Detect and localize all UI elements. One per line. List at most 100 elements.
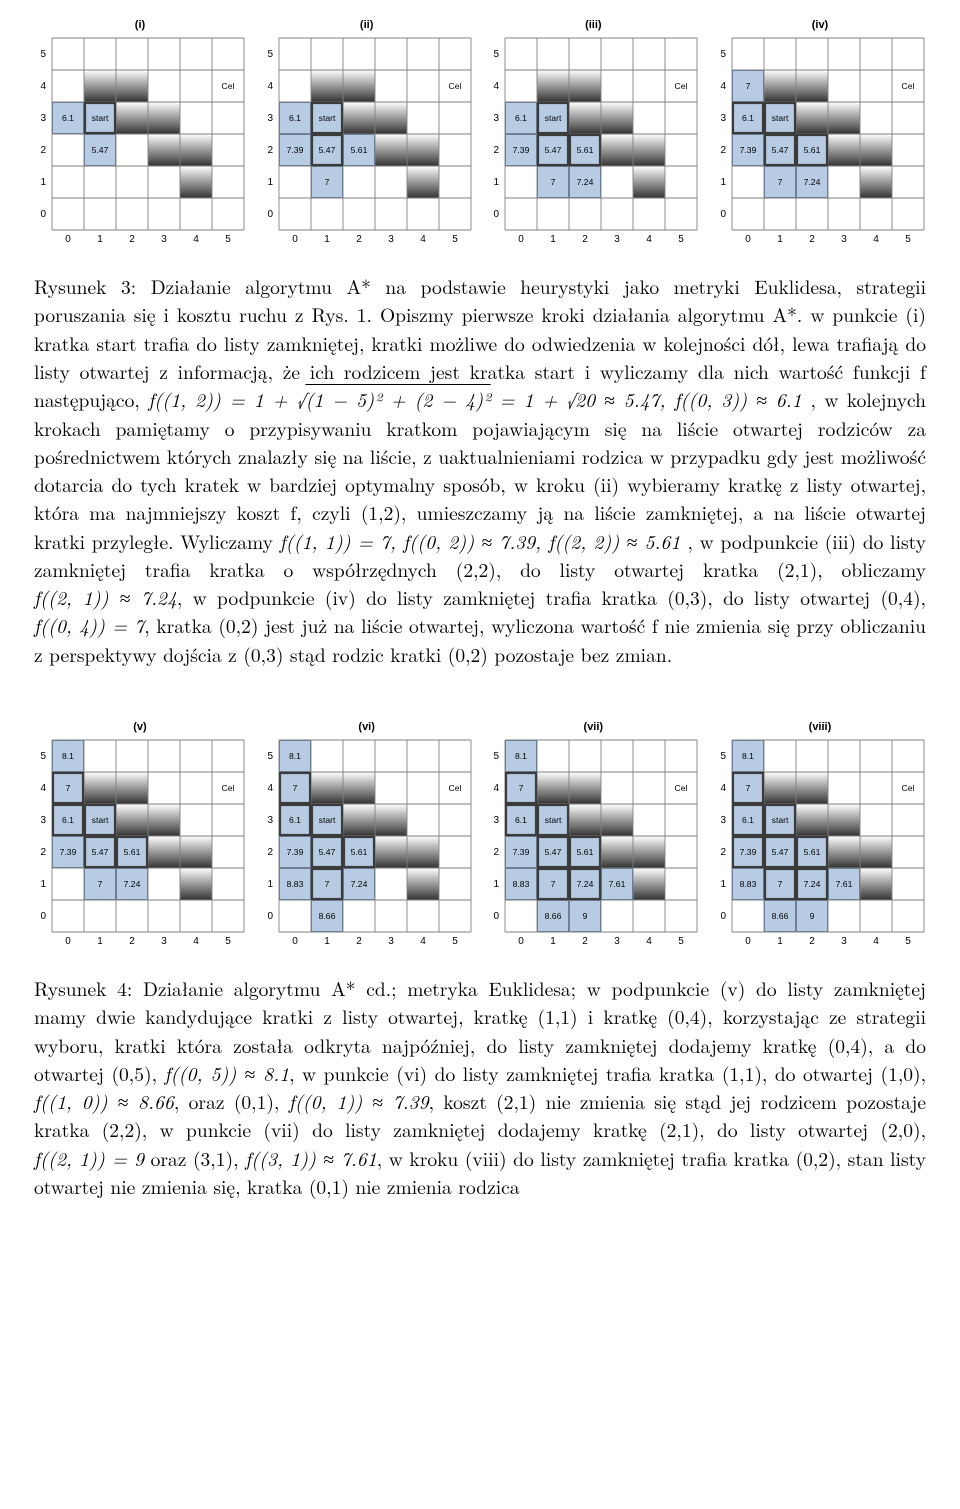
svg-text:3: 3 (267, 113, 273, 124)
svg-text:6.1: 6.1 (62, 815, 74, 825)
svg-text:start: start (318, 113, 335, 123)
svg-text:4: 4 (267, 783, 273, 794)
svg-text:8.66: 8.66 (545, 911, 562, 921)
svg-text:4: 4 (873, 234, 879, 244)
svg-text:3: 3 (40, 815, 46, 826)
panel-title: (ii) (360, 18, 373, 34)
svg-text:4: 4 (193, 936, 199, 946)
svg-text:2: 2 (494, 145, 500, 156)
panel-title: (viii) (809, 720, 832, 736)
math: f((0, 5)) ≈ 8.1 (165, 1059, 290, 1087)
panel-title: (vii) (584, 720, 604, 736)
svg-text:start: start (545, 113, 562, 123)
svg-text:7.39: 7.39 (513, 847, 530, 857)
svg-text:0: 0 (40, 911, 46, 922)
math: f((3, 1)) ≈ 7.61 (245, 1144, 377, 1172)
svg-text:3: 3 (161, 936, 167, 946)
math: f((0, 1)) ≈ 7.39 (289, 1087, 429, 1115)
svg-text:2: 2 (583, 936, 589, 946)
math: f((1, 2)) = 1 + √(1 − 5)² + (2 − 4)² = 1… (148, 385, 810, 413)
svg-text:7: 7 (66, 783, 71, 793)
math: f((1, 1)) = 7, f((0, 2)) ≈ 7.39, f((2, 2… (280, 527, 688, 555)
svg-text:3: 3 (40, 113, 46, 124)
grid-panel: (vi) Cel8.17.397.248.838.66start6.15.475… (261, 720, 473, 952)
svg-text:1: 1 (777, 936, 783, 946)
grid-panel: (viii) Cel8.18.838.667.619start6.15.475.… (714, 720, 926, 952)
svg-text:0: 0 (65, 234, 71, 244)
svg-text:1: 1 (720, 879, 726, 890)
svg-text:5.61: 5.61 (350, 847, 367, 857)
svg-text:7: 7 (746, 783, 751, 793)
svg-text:4: 4 (420, 936, 426, 946)
svg-text:7.39: 7.39 (740, 847, 757, 857)
svg-text:5.47: 5.47 (545, 847, 562, 857)
text: , oraz (0,1), (174, 1087, 289, 1115)
svg-text:0: 0 (292, 234, 298, 244)
svg-text:3: 3 (494, 815, 500, 826)
svg-text:7.24: 7.24 (577, 177, 594, 187)
svg-text:3: 3 (615, 234, 621, 244)
panel-svg: Cel6.17.3977.24start5.475.61012345012345 (487, 36, 699, 250)
svg-text:0: 0 (494, 911, 500, 922)
svg-text:2: 2 (809, 936, 815, 946)
svg-text:4: 4 (720, 81, 726, 92)
svg-text:Cel: Cel (222, 81, 235, 91)
svg-text:4: 4 (873, 936, 879, 946)
svg-text:7: 7 (778, 879, 783, 889)
svg-text:1: 1 (97, 936, 103, 946)
svg-text:5: 5 (40, 751, 46, 762)
svg-text:1: 1 (97, 234, 103, 244)
svg-text:4: 4 (40, 81, 46, 92)
svg-text:2: 2 (267, 145, 273, 156)
svg-text:4: 4 (193, 234, 199, 244)
math: f((1, 0)) ≈ 8.66 (34, 1087, 174, 1115)
svg-text:7.24: 7.24 (124, 879, 141, 889)
svg-text:5: 5 (679, 234, 685, 244)
panel-title: (v) (133, 720, 146, 736)
svg-text:7.24: 7.24 (350, 879, 367, 889)
svg-text:8.83: 8.83 (286, 879, 303, 889)
text: Rysunek 3: Działanie algorytmu A* na pod… (34, 272, 926, 328)
svg-text:2: 2 (720, 145, 726, 156)
svg-text:start: start (92, 815, 109, 825)
grid-panel: (vii) Cel8.17.398.838.667.619start6.15.4… (487, 720, 699, 952)
svg-text:7.39: 7.39 (513, 145, 530, 155)
svg-text:4: 4 (420, 234, 426, 244)
svg-text:Cel: Cel (675, 783, 688, 793)
grid-panel: (i) Cel6.15.47start012345012345 (34, 18, 246, 250)
svg-text:7.39: 7.39 (60, 847, 77, 857)
svg-text:6.1: 6.1 (515, 815, 527, 825)
svg-text:2: 2 (129, 936, 135, 946)
svg-text:8.66: 8.66 (318, 911, 335, 921)
svg-text:9: 9 (583, 911, 588, 921)
panel-svg: Cel6.15.47start012345012345 (34, 36, 246, 250)
svg-text:7: 7 (324, 177, 329, 187)
svg-text:5: 5 (494, 49, 500, 60)
svg-text:5: 5 (494, 751, 500, 762)
grid-panel: (v) Cel8.17.3977.24start6.15.475.6170123… (34, 720, 246, 952)
svg-text:3: 3 (615, 936, 621, 946)
svg-text:7: 7 (746, 81, 751, 91)
panel-svg: Cel8.17.397.248.838.66start6.15.475.6177… (261, 738, 473, 952)
panel-title: (vi) (358, 720, 375, 736)
text: , w podpunkcie (iv) do listy zamkniętej … (177, 583, 926, 611)
svg-text:1: 1 (267, 177, 273, 188)
svg-text:0: 0 (494, 209, 500, 220)
svg-text:0: 0 (745, 234, 751, 244)
svg-text:6.1: 6.1 (742, 113, 754, 123)
svg-text:7.39: 7.39 (286, 847, 303, 857)
svg-text:0: 0 (267, 209, 273, 220)
svg-text:6.1: 6.1 (515, 113, 527, 123)
svg-text:7: 7 (551, 177, 556, 187)
svg-text:1: 1 (324, 234, 330, 244)
svg-text:8.1: 8.1 (289, 751, 301, 761)
svg-text:5: 5 (40, 49, 46, 60)
svg-text:7.24: 7.24 (577, 879, 594, 889)
svg-text:5: 5 (452, 234, 458, 244)
svg-text:3: 3 (388, 234, 394, 244)
svg-text:7.24: 7.24 (804, 879, 821, 889)
svg-text:6.1: 6.1 (62, 113, 74, 123)
svg-text:start: start (772, 113, 789, 123)
svg-text:4: 4 (494, 783, 500, 794)
svg-text:0: 0 (519, 936, 525, 946)
